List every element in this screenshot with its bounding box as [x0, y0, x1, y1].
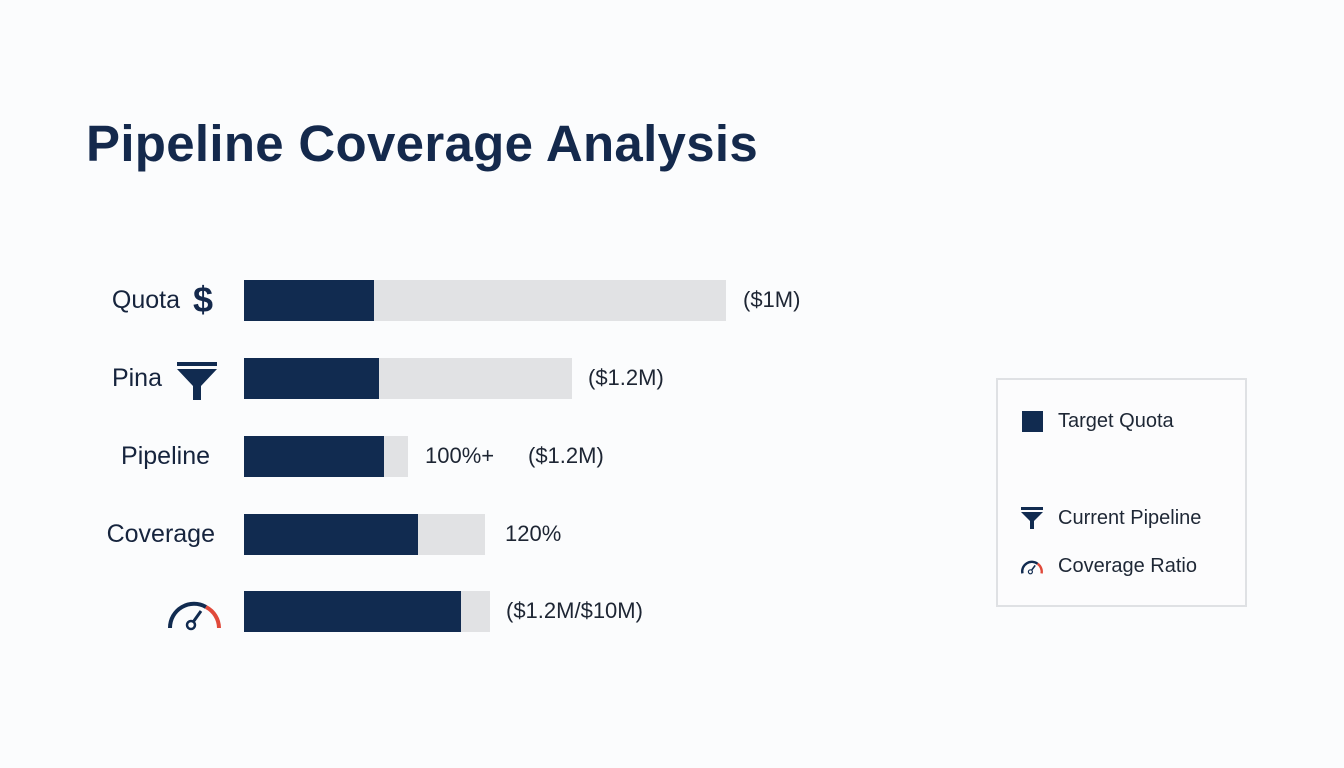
bar-fill	[244, 514, 418, 555]
legend-label: Target Quota	[1058, 410, 1174, 432]
legend-item-current-pipeline: Current Pipeline	[1020, 506, 1201, 530]
data-label: ($1.2M)	[528, 443, 604, 468]
data-label: 120%	[505, 521, 562, 546]
funnel-icon	[175, 360, 219, 405]
data-label: ($1.2M)	[588, 365, 664, 390]
legend-item-target-quota: Target Quota	[1020, 410, 1174, 433]
bar-fill	[244, 436, 384, 477]
bar-track	[244, 591, 490, 632]
category-label: Coverage	[106, 520, 215, 548]
bar-track	[244, 514, 485, 555]
funnel-icon	[1021, 507, 1043, 529]
bar-fill	[244, 591, 461, 632]
chart-title: Pipeline Coverage Analysis	[86, 115, 759, 172]
dollar-icon: $	[190, 279, 216, 323]
category-label: Pina	[111, 364, 162, 392]
bar-track	[244, 280, 726, 321]
bar-track	[244, 358, 572, 399]
gauge-icon	[166, 597, 224, 636]
bar-track	[244, 436, 408, 477]
category-label: Quota	[111, 286, 180, 314]
legend: Target Quota Current Pipeline Coverage R…	[996, 378, 1247, 607]
legend-item-coverage-ratio: Coverage Ratio	[1020, 555, 1197, 578]
legend-label: Coverage Ratio	[1058, 555, 1197, 577]
data-label: ($1M)	[743, 287, 801, 312]
bar-fill	[244, 358, 379, 399]
svg-text:$: $	[193, 282, 213, 318]
category-label: Pipeline	[121, 442, 210, 470]
square-icon	[1021, 411, 1043, 432]
gauge-icon	[1021, 560, 1043, 574]
data-label: 100%+	[425, 443, 495, 468]
bar-fill	[244, 280, 375, 321]
legend-label: Current Pipeline	[1058, 506, 1202, 529]
data-label: ($1.2M/$10M)	[506, 598, 643, 623]
